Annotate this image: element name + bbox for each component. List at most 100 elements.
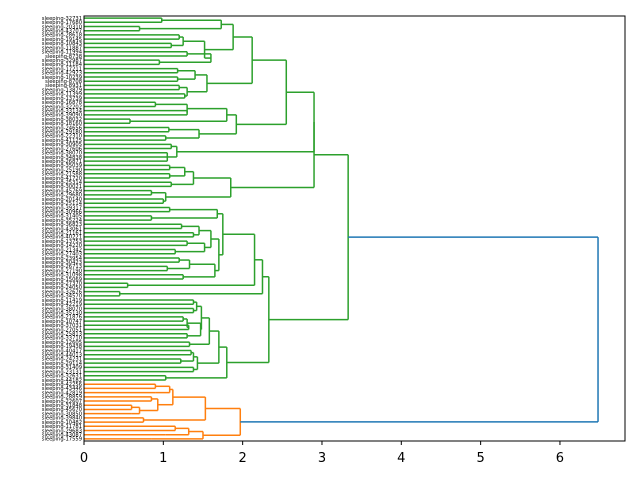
leaf-label: sleeping-43087	[42, 432, 82, 438]
leaf-label: sleeping-27051	[42, 327, 82, 333]
leaf-label: sleeping-32987	[42, 58, 82, 64]
leaf-label: sleeping-42256	[42, 382, 82, 388]
leaf-label: sleeping-11399	[42, 92, 82, 98]
leaf-label: sleeping-23131	[42, 369, 82, 375]
leaf-label: sleeping-17559	[42, 437, 82, 443]
leaf-label: sleeping-38032	[42, 117, 82, 123]
leaf-label: sleeping-10747	[42, 319, 82, 325]
leaf-label: sleeping-42923	[42, 71, 82, 77]
leaf-label: sleeping-34838	[42, 155, 82, 161]
leaf-label: sleeping-18160	[42, 121, 82, 127]
leaf-label: sleeping-39840	[42, 416, 82, 422]
leaf-label: sleeping-33134	[42, 108, 83, 114]
leaf-label: sleeping-40221	[42, 235, 82, 241]
leaf-label: sleeping-30905	[42, 142, 82, 148]
leaf-label: sleeping-13739	[42, 96, 82, 102]
dendrogram-links	[84, 17, 599, 440]
leaf-label: sleeping-43061	[42, 226, 82, 232]
leaf-label: sleeping-37031	[42, 323, 82, 329]
x-axis: 0 1 2 3 4 5 6	[80, 441, 564, 466]
leaf-label: sleeping-34570	[42, 294, 82, 300]
leaf-label: sleeping-31409	[42, 365, 82, 371]
leaf-label: sleeping-44013	[42, 353, 82, 359]
leaf-label: sleeping-41720	[42, 176, 82, 182]
leaf-label: sleeping-11419	[42, 298, 82, 304]
leaf-label: sleeping-35130	[42, 310, 82, 316]
leaf-label: sleeping-29114	[42, 361, 83, 367]
leaf-label: sleeping-26871	[42, 159, 82, 165]
leaf-label: sleeping-41125	[42, 138, 82, 144]
leaf-label: sleeping-32731	[42, 16, 82, 22]
leaf-label: sleeping-28618	[42, 33, 82, 39]
leaf-label: sleeping-32676	[42, 289, 82, 295]
leaf-labels: sleeping-32731sleeping-17680sleeping-203…	[42, 16, 83, 443]
leaf-label: sleeping-30966	[42, 209, 82, 215]
x-tick-label: 4	[397, 451, 405, 466]
x-tick-label: 3	[318, 451, 326, 466]
leaf-label: sleeping-30850	[42, 411, 82, 417]
leaf-label: sleeping-38070	[42, 306, 82, 312]
leaf-label: sleeping-30423	[42, 260, 82, 266]
leaf-label: sleeping-27190	[42, 268, 82, 274]
leaf-label: sleeping-8738	[45, 54, 82, 60]
leaf-label: sleeping-11184	[42, 62, 83, 68]
leaf-label: sleeping-25190	[42, 167, 82, 173]
leaf-label: sleeping-42219	[42, 302, 82, 308]
leaf-label: sleeping-17211	[42, 66, 82, 72]
leaf-label: sleeping-21588	[42, 172, 82, 178]
leaf-label: sleeping-31098	[42, 273, 82, 279]
leaf-label: sleeping-44182	[42, 378, 82, 384]
leaf-label: sleeping-8931	[45, 83, 82, 89]
leaf-label: sleeping-27403	[42, 252, 82, 258]
leaf-label: sleeping-35039	[42, 163, 82, 169]
leaf-label: sleeping-45670	[42, 407, 82, 413]
x-tick-label: 2	[239, 451, 247, 466]
leaf-label: sleeping-21876	[42, 315, 82, 321]
leaf-label: sleeping-25813	[42, 331, 82, 337]
leaf-label: sleeping-38070	[42, 151, 82, 157]
leaf-label: sleeping-11887	[42, 45, 82, 51]
leaf-label: sleeping-16878	[42, 100, 82, 106]
leaf-label: sleeping-11994	[42, 50, 83, 56]
leaf-label: sleeping-25314	[42, 180, 83, 186]
leaf-label: sleeping-21161	[42, 231, 82, 237]
leaf-label: sleeping-24231	[42, 357, 82, 363]
leaf-label: sleeping-31848	[42, 403, 82, 409]
leaf-label: sleeping-27370	[42, 281, 82, 287]
leaf-label: sleeping-32202	[42, 104, 82, 110]
leaf-label: sleeping-17680	[42, 20, 82, 26]
leaf-label: sleeping-23954	[42, 256, 83, 262]
x-tick-label: 6	[556, 451, 564, 466]
leaf-label: sleeping-29683	[42, 428, 82, 434]
leaf-label: sleeping-43446	[42, 386, 82, 392]
leaf-label: sleeping-19145	[42, 37, 82, 43]
leaf-label: sleeping-43707	[42, 29, 82, 35]
leaf-label: sleeping-20140	[42, 197, 82, 203]
leaf-label: sleeping-24050	[42, 285, 82, 291]
leaf-label: sleeping-11781	[42, 424, 82, 430]
leaf-label: sleeping-24656	[42, 125, 82, 131]
leaf-label: sleeping-10843	[42, 41, 82, 47]
leaf-label: sleeping-13753	[42, 239, 82, 245]
leaf-label: sleeping-25114	[42, 201, 83, 207]
leaf-label: sleeping-15069	[42, 277, 82, 283]
x-tick-label: 5	[476, 451, 484, 466]
leaf-label: sleeping-19438	[42, 344, 82, 350]
leaf-label: sleeping-26713	[42, 264, 82, 270]
leaf-label: sleeping-29680	[42, 193, 82, 199]
leaf-label: sleeping-20310	[42, 24, 82, 30]
leaf-label: sleeping-31405	[42, 214, 82, 220]
leaf-label: sleeping-14220	[42, 243, 82, 249]
leaf-label: sleeping-12605	[42, 340, 82, 346]
plot-frame	[83, 15, 626, 442]
leaf-label: sleeping-8708	[45, 79, 82, 85]
leaf-label: sleeping-10239	[42, 75, 82, 81]
leaf-label: sleeping-30021	[42, 184, 82, 190]
leaf-label: sleeping-29180	[42, 130, 82, 136]
leaf-label: sleeping-21342	[42, 247, 82, 253]
leaf-label: sleeping-28859	[42, 395, 82, 401]
leaf-label: sleeping-33710	[42, 336, 82, 342]
x-tick-label: 0	[80, 451, 88, 466]
leaf-label: sleeping-35224	[42, 218, 83, 224]
